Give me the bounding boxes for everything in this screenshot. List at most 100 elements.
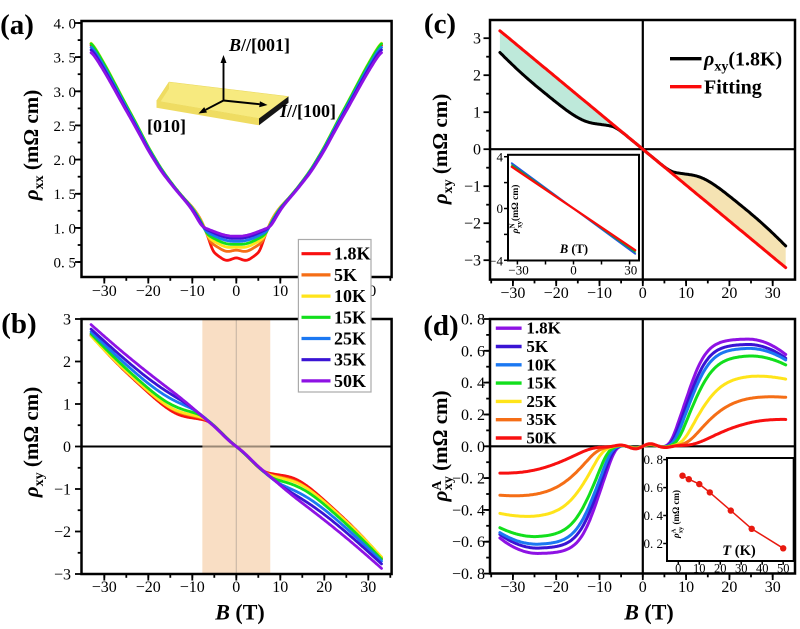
svg-text:2. 0: 2. 0	[54, 153, 77, 169]
svg-text:20: 20	[721, 579, 737, 596]
svg-text:2. 5: 2. 5	[54, 119, 77, 135]
svg-text:10K: 10K	[334, 286, 366, 306]
svg-text:−2: −2	[54, 524, 71, 541]
svg-text:2: 2	[63, 354, 71, 371]
svg-text:25K: 25K	[334, 329, 366, 349]
svg-text:−20: −20	[544, 285, 569, 302]
svg-text:30: 30	[765, 579, 781, 596]
svg-text:ρxy (mΩ cm): ρxy (mΩ cm)	[19, 387, 47, 498]
svg-text:0: 0	[497, 201, 504, 216]
svg-text:T (K): T (K)	[722, 543, 756, 559]
svg-text:2: 2	[473, 68, 481, 85]
svg-text:−3: −3	[54, 567, 71, 584]
svg-text:3: 3	[63, 312, 71, 329]
svg-text:ρAxy (mΩ cm): ρAxy (mΩ cm)	[671, 490, 685, 539]
svg-text:50: 50	[777, 562, 790, 576]
svg-text:25K: 25K	[526, 392, 557, 411]
svg-text:5K: 5K	[334, 265, 357, 285]
svg-text:35K: 35K	[334, 350, 366, 370]
svg-text:0. 6: 0. 6	[644, 480, 664, 495]
svg-text:−20: −20	[136, 579, 161, 596]
svg-text:20: 20	[721, 285, 737, 302]
svg-text:20: 20	[316, 579, 332, 596]
svg-text:(b): (b)	[1, 308, 36, 340]
svg-text:−20: −20	[544, 579, 569, 596]
svg-text:10: 10	[272, 579, 288, 596]
svg-text:1.8K: 1.8K	[526, 319, 561, 338]
svg-text:(c): (c)	[424, 8, 456, 40]
svg-text:−10: −10	[180, 579, 205, 596]
svg-text:0. 6: 0. 6	[461, 343, 485, 360]
svg-text:ρxx (mΩ cm): ρxx (mΩ cm)	[19, 90, 47, 201]
svg-text:−0. 8: −0. 8	[452, 566, 485, 583]
svg-text:10: 10	[272, 283, 288, 300]
svg-text:0. 4: 0. 4	[644, 508, 664, 523]
svg-text:1.8K: 1.8K	[334, 244, 371, 264]
svg-text:0. 2: 0. 2	[461, 407, 485, 424]
svg-text:10: 10	[693, 562, 706, 576]
svg-text:50K: 50K	[334, 371, 366, 391]
svg-text:ρxy(1.8K): ρxy(1.8K)	[703, 49, 782, 75]
svg-text:0: 0	[63, 439, 71, 456]
svg-text:0. 8: 0. 8	[461, 312, 485, 329]
svg-text:0: 0	[639, 579, 647, 596]
svg-text:15K: 15K	[526, 374, 557, 393]
svg-text:−2: −2	[464, 216, 481, 233]
svg-text:0: 0	[473, 142, 481, 159]
svg-text:0. 0: 0. 0	[461, 439, 485, 456]
svg-text:4: 4	[497, 150, 504, 165]
svg-text:−4: −4	[489, 254, 503, 269]
svg-text:0. 2: 0. 2	[644, 536, 664, 551]
svg-text:0. 4: 0. 4	[461, 375, 485, 392]
svg-text:−0. 4: −0. 4	[452, 502, 485, 519]
svg-text:(a): (a)	[0, 9, 34, 41]
svg-text:0. 5: 0. 5	[54, 256, 77, 272]
svg-text:1: 1	[63, 397, 71, 414]
svg-text:0: 0	[675, 562, 681, 576]
svg-text:30: 30	[360, 579, 376, 596]
svg-text:30: 30	[765, 285, 781, 302]
svg-text:0: 0	[232, 283, 240, 300]
svg-text:−1: −1	[464, 179, 481, 196]
svg-text:−1: −1	[54, 482, 71, 499]
svg-text:−30: −30	[500, 285, 525, 302]
svg-text:[010]: [010]	[147, 116, 186, 136]
svg-text:40: 40	[756, 562, 769, 576]
svg-text:35K: 35K	[526, 410, 557, 429]
svg-text:−30: −30	[92, 283, 117, 300]
svg-text:3. 0: 3. 0	[54, 85, 77, 101]
svg-text:3: 3	[473, 31, 481, 48]
svg-text:B//[001]: B//[001]	[228, 35, 290, 55]
svg-text:−0. 2: −0. 2	[452, 471, 485, 488]
svg-text:−10: −10	[587, 285, 612, 302]
svg-text:5K: 5K	[526, 337, 549, 356]
svg-text:0. 8: 0. 8	[644, 452, 664, 467]
svg-text:(d): (d)	[423, 310, 458, 342]
svg-text:ρAxy (mΩ cm): ρAxy (mΩ cm)	[428, 390, 456, 502]
svg-text:20: 20	[714, 562, 727, 576]
svg-text:50K: 50K	[526, 429, 557, 448]
svg-text:0: 0	[570, 263, 577, 278]
svg-text:1: 1	[473, 105, 481, 122]
svg-text:ρxy (mΩ cm): ρxy (mΩ cm)	[428, 94, 456, 205]
svg-text:−20: −20	[136, 283, 161, 300]
svg-text:−10: −10	[180, 283, 205, 300]
svg-text:3. 5: 3. 5	[54, 51, 77, 67]
svg-text:−10: −10	[587, 579, 612, 596]
svg-text:10: 10	[678, 285, 694, 302]
svg-text:15K: 15K	[334, 307, 366, 327]
svg-text:30: 30	[624, 263, 637, 278]
svg-text:−3: −3	[464, 253, 481, 270]
svg-text:ρNxy(mΩ cm): ρNxy(mΩ cm)	[509, 185, 524, 235]
svg-text:10K: 10K	[526, 355, 557, 374]
svg-text:Fitting: Fitting	[704, 77, 762, 99]
svg-text:30: 30	[735, 562, 748, 576]
svg-text:−30: −30	[508, 263, 528, 278]
svg-text:1. 0: 1. 0	[54, 221, 77, 237]
svg-text:−0. 6: −0. 6	[452, 534, 485, 551]
svg-text:B (T): B (T)	[559, 242, 588, 256]
svg-text:I//[100]: I//[100]	[279, 101, 336, 121]
svg-text:4. 0: 4. 0	[54, 17, 77, 33]
svg-text:0: 0	[639, 285, 647, 302]
svg-text:−30: −30	[500, 579, 525, 596]
